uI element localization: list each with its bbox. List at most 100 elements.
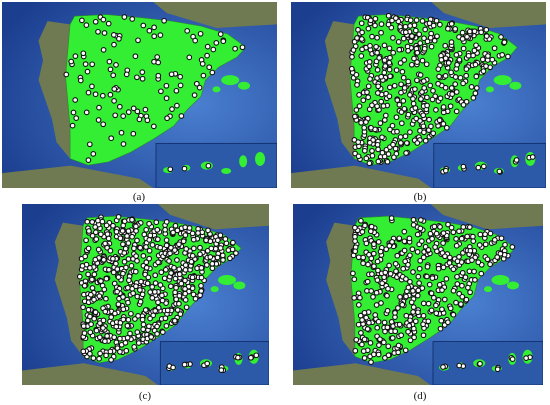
station-marker-icon <box>427 230 434 237</box>
station-marker-icon <box>99 92 106 99</box>
station-marker-icon <box>110 32 117 38</box>
station-marker-icon <box>442 42 449 49</box>
station-marker-icon <box>356 103 363 109</box>
station-marker-icon <box>182 232 189 238</box>
station-marker-icon <box>220 257 226 263</box>
station-marker-icon <box>92 229 99 236</box>
station-marker-icon <box>458 301 464 307</box>
station-marker-icon <box>158 269 165 276</box>
station-marker-icon <box>124 334 131 341</box>
station-marker-icon <box>134 237 140 244</box>
station-marker-icon <box>454 281 461 287</box>
station-marker-icon <box>190 236 197 243</box>
station-marker-icon <box>111 41 117 48</box>
station-marker-icon <box>424 94 430 101</box>
station-marker-icon <box>130 105 137 112</box>
station-marker-icon <box>95 28 101 35</box>
station-marker-icon <box>188 258 195 265</box>
station-marker-icon <box>473 85 480 91</box>
station-marker-icon <box>411 55 417 62</box>
station-marker-icon <box>447 103 454 110</box>
station-marker-icon <box>97 320 103 326</box>
station-marker-icon <box>505 53 511 60</box>
portugal-landmass <box>326 222 355 357</box>
station-marker-icon <box>120 306 127 313</box>
station-marker-icon <box>375 318 382 325</box>
station-marker-icon <box>189 230 196 237</box>
station-marker-icon <box>193 80 200 87</box>
station-marker-icon <box>114 266 121 272</box>
station-marker-icon <box>69 122 76 129</box>
station-marker-icon <box>182 267 189 273</box>
station-marker-icon <box>107 348 114 355</box>
station-marker-icon <box>106 58 113 65</box>
station-marker-icon <box>103 295 109 302</box>
station-marker-icon <box>171 317 178 324</box>
station-marker-icon <box>366 319 372 326</box>
station-marker-icon <box>92 224 99 230</box>
station-marker-icon <box>103 222 110 229</box>
station-marker-icon <box>100 325 106 331</box>
station-marker-icon <box>174 257 180 263</box>
station-marker-icon <box>350 47 357 53</box>
station-marker-icon <box>360 348 367 354</box>
station-marker-icon <box>372 312 379 318</box>
station-marker-icon <box>100 121 107 128</box>
station-marker-icon <box>401 85 408 91</box>
station-marker-icon <box>152 280 159 286</box>
station-marker-icon <box>113 228 120 235</box>
station-marker-icon <box>412 318 419 325</box>
station-marker-icon <box>410 325 417 332</box>
station-marker-icon <box>209 260 216 267</box>
station-marker-icon <box>454 273 460 280</box>
station-marker-icon <box>181 361 188 368</box>
station-marker-icon <box>491 45 498 52</box>
station-marker-icon <box>79 263 86 269</box>
station-marker-icon <box>409 33 415 39</box>
station-marker-icon <box>157 282 164 288</box>
station-marker-icon <box>73 115 80 121</box>
station-marker-icon <box>470 95 477 101</box>
station-marker-icon <box>125 240 132 246</box>
station-marker-icon <box>191 92 198 98</box>
station-marker-icon <box>154 226 161 233</box>
station-marker-icon <box>427 82 434 89</box>
station-marker-icon <box>405 111 412 118</box>
station-marker-icon <box>100 317 107 324</box>
station-marker-icon <box>222 236 229 242</box>
station-marker-icon <box>167 283 174 290</box>
station-marker-icon <box>203 237 209 244</box>
station-marker-icon <box>437 325 444 332</box>
station-marker-icon <box>362 222 368 229</box>
station-marker-icon <box>219 252 226 259</box>
station-marker-icon <box>459 29 466 36</box>
station-marker-icon <box>398 89 404 96</box>
station-marker-icon <box>382 269 389 276</box>
station-marker-icon <box>382 355 388 361</box>
station-marker-icon <box>472 277 478 283</box>
station-marker-icon <box>370 250 377 257</box>
station-marker-icon <box>426 116 432 123</box>
station-marker-icon <box>426 281 433 288</box>
station-marker-icon <box>190 245 197 252</box>
station-marker-icon <box>210 46 217 53</box>
station-marker-icon <box>429 235 435 242</box>
station-marker-icon <box>440 230 447 236</box>
station-marker-icon <box>424 263 431 270</box>
station-marker-icon <box>401 105 408 112</box>
station-marker-icon <box>372 15 379 22</box>
station-marker-icon <box>431 37 438 44</box>
station-marker-icon <box>139 69 146 75</box>
station-marker-icon <box>426 20 433 27</box>
station-marker-icon <box>218 367 225 373</box>
station-marker-icon <box>87 350 93 357</box>
map-panel-c <box>22 204 269 385</box>
station-marker-icon <box>376 342 382 348</box>
station-marker-icon <box>483 63 489 69</box>
station-marker-icon <box>417 225 424 232</box>
station-marker-icon <box>182 286 188 292</box>
station-marker-icon <box>415 273 422 280</box>
station-marker-icon <box>369 271 375 277</box>
balearic-island <box>491 275 510 286</box>
station-marker-icon <box>85 89 92 96</box>
